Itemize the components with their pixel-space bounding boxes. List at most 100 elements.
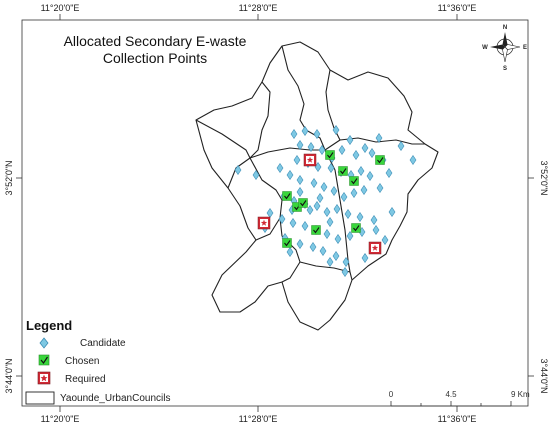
candidate-point — [296, 186, 304, 198]
chosen-point — [298, 198, 308, 208]
legend-label-councils: Yaounde_UrbanCouncils — [60, 393, 170, 404]
check-square-icon — [38, 354, 50, 366]
coord-bottom-1: 11°20'0"E — [41, 414, 80, 424]
candidate-point — [318, 144, 326, 156]
candidate-point — [309, 241, 317, 253]
candidate-point — [385, 167, 393, 179]
candidate-point — [290, 128, 298, 140]
candidate-point — [323, 206, 331, 218]
candidate-point — [368, 147, 376, 159]
candidate-point — [252, 169, 260, 181]
chosen-points — [282, 150, 385, 248]
required-point — [368, 241, 382, 255]
candidate-point — [316, 192, 324, 204]
coord-bottom-2: 11°28'0"E — [239, 414, 278, 424]
required-point — [303, 153, 317, 167]
candidate-point — [388, 206, 396, 218]
candidate-point — [326, 256, 334, 268]
candidate-point — [350, 187, 358, 199]
legend-item-councils: Yaounde_UrbanCouncils — [25, 391, 170, 405]
compass-s: S — [503, 66, 507, 72]
candidate-point — [313, 128, 321, 140]
candidate-point — [357, 165, 365, 177]
chosen-point — [338, 166, 348, 176]
required-point — [257, 216, 271, 230]
legend-label-required: Required — [65, 374, 106, 385]
council-boundary-b — [195, 119, 251, 189]
council-boundary-e — [249, 137, 425, 159]
candidate-point — [332, 250, 340, 262]
legend-item-chosen: Chosen — [38, 354, 99, 367]
candidate-point — [375, 132, 383, 144]
candidate-point — [286, 169, 294, 181]
legend-label-chosen: Chosen — [65, 356, 99, 367]
scale-label-0: 0 — [389, 390, 394, 399]
candidate-point — [372, 224, 380, 236]
north-arrow-icon: N S E W — [482, 25, 527, 72]
coord-top-1: 11°20'0"E — [41, 3, 80, 13]
candidate-point — [356, 211, 364, 223]
frame-ticks — [16, 14, 534, 412]
council-boundary-i — [299, 261, 351, 273]
coord-left-2: 3°44'0"N — [4, 358, 14, 393]
scale-bar: 0 4.5 9 Km — [389, 390, 530, 407]
candidate-point — [397, 140, 405, 152]
compass-e: E — [523, 45, 527, 51]
chosen-point — [349, 176, 359, 186]
legend: Legend Candidate Chosen Required Yaounde… — [25, 318, 170, 405]
candidate-point — [286, 246, 294, 258]
candidate-point — [296, 174, 304, 186]
legend-item-candidate: Candidate — [39, 337, 126, 349]
candidate-point — [310, 177, 318, 189]
candidate-point — [361, 252, 369, 264]
coord-top-2: 11°28'0"E — [239, 3, 278, 13]
council-boundaries — [195, 41, 439, 331]
candidate-point — [327, 162, 335, 174]
scale-label-mid: 4.5 — [445, 390, 457, 399]
candidate-point — [409, 154, 417, 166]
candidate-point — [307, 141, 315, 153]
candidate-point — [306, 204, 314, 216]
candidate-point — [344, 208, 352, 220]
candidate-point — [313, 200, 321, 212]
coord-bottom-3: 11°36'0"E — [438, 414, 477, 424]
council-boundary-a — [249, 81, 271, 159]
coord-left-1: 3°52'0"N — [4, 160, 14, 195]
council-boundary-h — [255, 217, 281, 241]
candidate-point — [381, 234, 389, 246]
candidate-point — [326, 216, 334, 228]
compass-w: W — [482, 45, 488, 51]
map-title-line2: Collection Points — [103, 50, 207, 66]
candidate-point — [360, 184, 368, 196]
candidate-point — [330, 185, 338, 197]
candidate-point — [293, 154, 301, 166]
candidate-point — [361, 142, 369, 154]
candidate-point — [319, 245, 327, 257]
candidate-point — [346, 230, 354, 242]
chosen-point — [375, 155, 385, 165]
candidate-point — [323, 228, 331, 240]
candidate-point — [333, 203, 341, 215]
map-title-line1: Allocated Secondary E-waste — [64, 33, 247, 49]
coord-right-1: 3°52'0"N — [539, 160, 549, 195]
candidate-point — [289, 217, 297, 229]
diamond-icon — [39, 337, 49, 349]
scale-label-end: 9 Km — [511, 390, 530, 399]
polygon-outline-icon — [25, 391, 55, 405]
council-outline — [195, 41, 439, 331]
coord-right-2: 3°44'0"N — [539, 358, 549, 393]
candidate-point — [276, 162, 284, 174]
chosen-point — [325, 150, 335, 160]
candidate-point — [340, 191, 348, 203]
candidate-point — [296, 238, 304, 250]
legend-label-candidate: Candidate — [80, 338, 126, 349]
candidate-point — [278, 213, 286, 225]
candidate-point — [301, 220, 309, 232]
chosen-point — [311, 225, 321, 235]
legend-item-required: Required — [37, 371, 106, 385]
candidate-point — [376, 182, 384, 194]
chosen-point — [282, 191, 292, 201]
candidate-point — [334, 233, 342, 245]
candidate-point — [234, 164, 242, 176]
